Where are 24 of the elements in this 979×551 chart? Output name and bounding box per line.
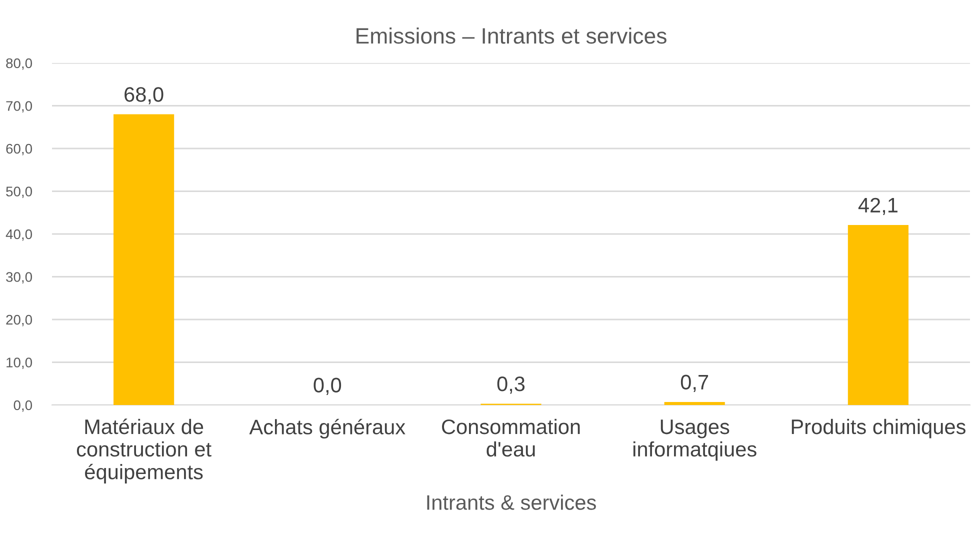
y-tick-label: 40,0 xyxy=(6,229,32,241)
y-tick-label: 20,0 xyxy=(6,314,32,326)
x-tick-label: Usages informatqiues xyxy=(633,420,756,461)
x-tick-label: Achats généraux xyxy=(249,418,406,439)
y-tick-label: 50,0 xyxy=(6,186,32,198)
x-axis-title: Intrants & services xyxy=(427,494,596,510)
chart-title: Emissions – Intrants et services xyxy=(356,27,666,44)
y-tick-label: 80,0 xyxy=(6,58,32,70)
y-tick-label: 70,0 xyxy=(6,101,32,113)
y-tick-label: 10,0 xyxy=(6,358,32,370)
data-label: 0,3 xyxy=(497,376,525,394)
bar xyxy=(114,114,174,405)
data-label: 42,1 xyxy=(858,198,898,216)
y-tick-label: 60,0 xyxy=(6,144,32,156)
bar xyxy=(848,225,908,405)
x-tick-label: Matériaux de construction et équipements xyxy=(76,418,212,484)
x-tick-label: Consommation d'eau xyxy=(442,418,580,457)
data-label: 0,7 xyxy=(680,374,708,392)
y-tick-label: 0,0 xyxy=(14,400,32,412)
y-tick-label: 30,0 xyxy=(6,272,32,284)
bar xyxy=(664,402,725,405)
x-tick-label: Produits chimiques xyxy=(792,418,966,438)
data-label: 68,0 xyxy=(124,87,164,104)
data-label: 0,0 xyxy=(314,378,342,396)
